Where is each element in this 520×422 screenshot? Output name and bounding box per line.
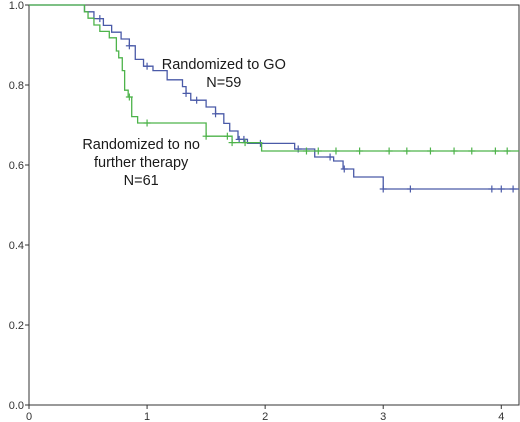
censor-mark (340, 165, 348, 173)
series-0 (29, 4, 519, 193)
annotation-label: Randomized to GO N=59 (162, 57, 286, 91)
x-axis: 0 1 2 3 4 (26, 405, 504, 422)
censor-mark (125, 42, 133, 50)
censor-mark (256, 139, 264, 147)
annotation-line: further therapy (94, 155, 189, 171)
annotations: Randomized to GO N=59 Randomized to no furt… (82, 57, 286, 189)
y-tick-label: 0.4 (9, 240, 24, 252)
censor-mark (228, 139, 236, 147)
censor-mark (356, 147, 364, 155)
y-tick-label: 1.0 (9, 0, 24, 12)
censor-mark (326, 153, 334, 161)
censor-mark (406, 185, 414, 193)
censor-mark (182, 89, 190, 97)
annotation-line: N=59 (206, 75, 241, 91)
censor-mark (240, 135, 248, 143)
censor-mark (241, 139, 249, 147)
censor-mark (509, 185, 517, 193)
censor-mark (212, 110, 220, 118)
annotation-label: Randomized to no further therapy N=61 (82, 137, 200, 189)
y-tick-label: 0.0 (9, 400, 24, 412)
censor-mark (314, 147, 322, 155)
censor-mark (193, 96, 201, 104)
y-axis: 0.0 0.2 0.4 0.6 0.8 1.0 (9, 0, 29, 412)
censor-mark (202, 132, 210, 140)
censor-mark (497, 185, 505, 193)
x-tick-label: 0 (26, 411, 32, 422)
censor-mark (385, 147, 393, 155)
censor-mark (491, 147, 499, 155)
x-tick-label: 2 (262, 411, 268, 422)
x-tick-label: 1 (144, 411, 150, 422)
y-tick-label: 0.6 (9, 160, 24, 172)
x-tick-label: 3 (380, 411, 386, 422)
annotation-line: Randomized to GO (162, 57, 286, 73)
censor-mark (379, 185, 387, 193)
survival-step-line (29, 4, 519, 190)
censor-mark (332, 147, 340, 155)
censor-mark (143, 119, 151, 127)
censor-mark (302, 147, 310, 155)
plot-frame (28, 4, 520, 406)
series-layer (29, 4, 519, 193)
censor-mark (96, 15, 104, 23)
annotation-line: Randomized to no (82, 137, 200, 153)
censor-mark (403, 147, 411, 155)
censor-mark (143, 62, 151, 70)
x-tick-label: 4 (498, 411, 504, 422)
censor-mark (468, 147, 476, 155)
censor-mark (223, 132, 231, 140)
censor-mark (450, 147, 458, 155)
series-1 (29, 4, 519, 155)
censor-mark (503, 147, 511, 155)
y-tick-label: 0.8 (9, 80, 24, 92)
censor-mark (125, 93, 133, 101)
y-tick-label: 0.2 (9, 320, 24, 332)
censor-mark (426, 147, 434, 155)
annotation-line: N=61 (124, 173, 159, 189)
censor-mark (488, 185, 496, 193)
